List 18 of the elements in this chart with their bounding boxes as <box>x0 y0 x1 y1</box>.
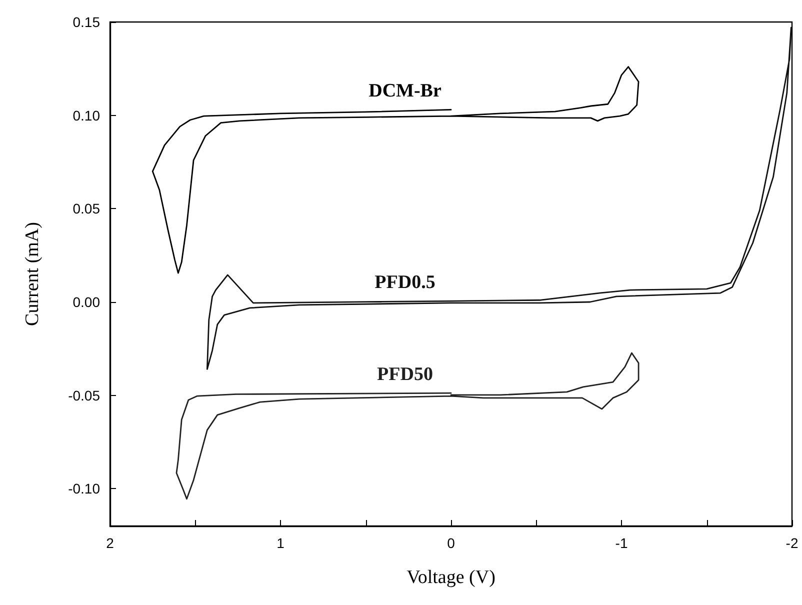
x-tick-label: 1 <box>276 535 285 551</box>
y-tick-label: -0.05 <box>68 387 100 404</box>
x-tick-label: -2 <box>786 535 798 551</box>
series-label: PFD0.5 <box>374 272 436 294</box>
y-axis-title: Current (mA) <box>22 222 43 326</box>
y-tick-label: 0.15 <box>72 14 100 30</box>
x-tick-label: 0 <box>447 535 456 551</box>
y-tick-label: 0.05 <box>72 200 100 217</box>
line-series <box>176 352 640 500</box>
y-tick-label: 0.00 <box>72 294 100 310</box>
y-tick-label: -0.10 <box>68 480 100 497</box>
y-tick-label: 0.10 <box>72 107 100 124</box>
x-axis-title: Voltage (V) <box>406 567 496 588</box>
line-series <box>152 66 640 274</box>
series-label: PFD50 <box>377 364 433 386</box>
series-label: DCM-Br <box>368 80 442 102</box>
x-tick-label: -1 <box>615 535 628 551</box>
x-tick-label: 2 <box>106 535 114 551</box>
